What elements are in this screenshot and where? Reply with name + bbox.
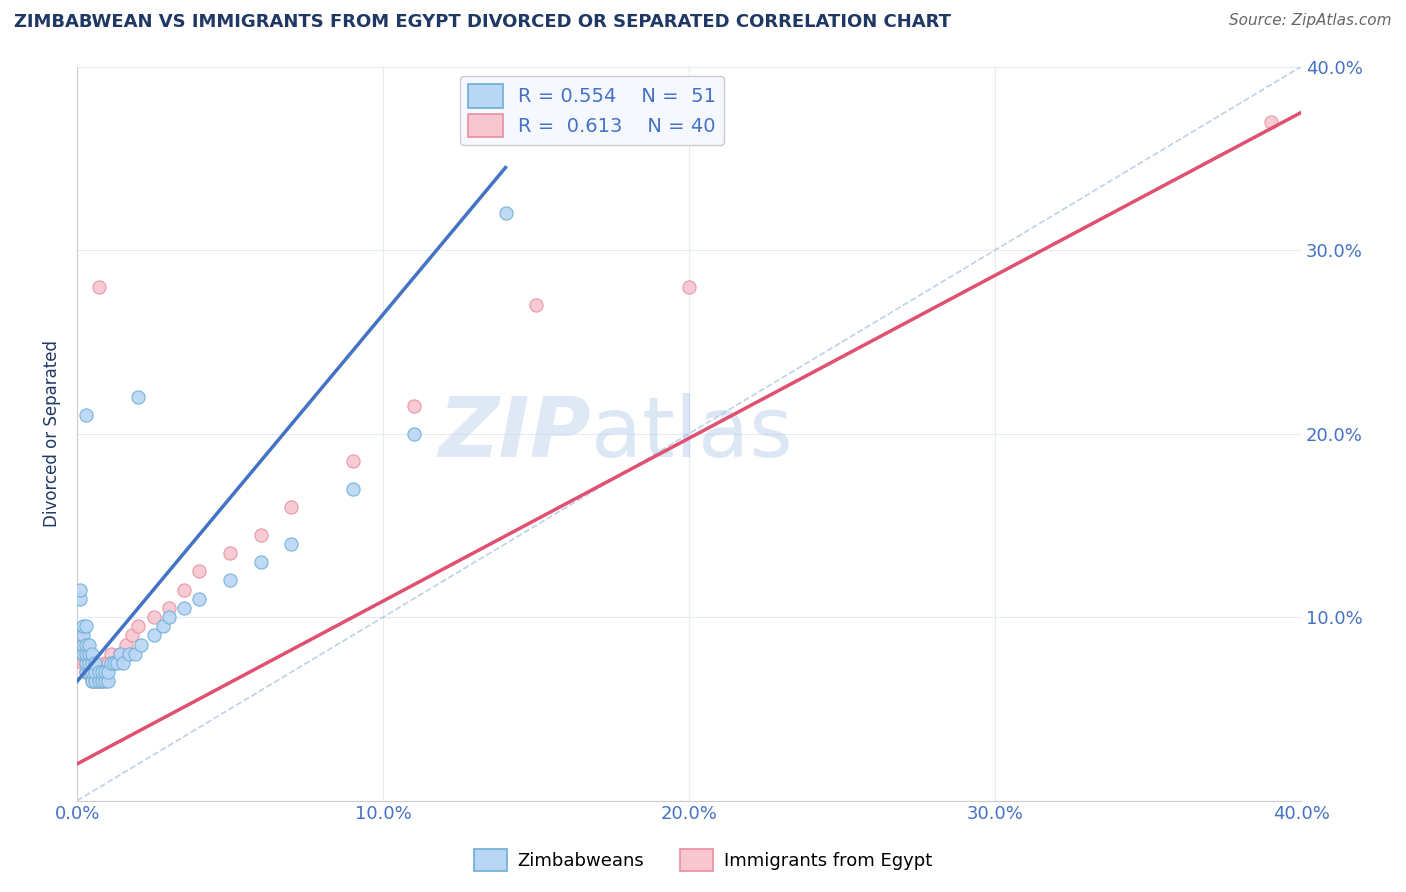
Point — [82, 674, 104, 689]
Text: ZIP: ZIP — [439, 393, 591, 475]
Point — [173, 582, 195, 597]
Point — [219, 574, 242, 588]
Point — [90, 674, 112, 689]
Point — [79, 647, 101, 661]
Point — [127, 619, 149, 633]
Point — [97, 656, 120, 670]
Point — [280, 537, 302, 551]
Point — [84, 656, 107, 670]
Point — [82, 656, 104, 670]
Text: ZIMBABWEAN VS IMMIGRANTS FROM EGYPT DIVORCED OR SEPARATED CORRELATION CHART: ZIMBABWEAN VS IMMIGRANTS FROM EGYPT DIVO… — [14, 13, 950, 31]
Point — [84, 665, 107, 680]
Point — [118, 647, 141, 661]
Text: Source: ZipAtlas.com: Source: ZipAtlas.com — [1229, 13, 1392, 29]
Point — [173, 601, 195, 615]
Point — [115, 638, 138, 652]
Point — [1260, 114, 1282, 128]
Point — [188, 564, 211, 578]
Point — [72, 628, 94, 642]
Point — [157, 601, 180, 615]
Point — [97, 665, 120, 680]
Point — [93, 656, 115, 670]
Point — [82, 674, 104, 689]
Point — [75, 619, 97, 633]
Point — [87, 665, 110, 680]
Point — [69, 582, 91, 597]
Point — [79, 665, 101, 680]
Point — [108, 647, 131, 661]
Point — [72, 647, 94, 661]
Point — [108, 647, 131, 661]
Point — [87, 665, 110, 680]
Point — [342, 482, 364, 496]
Point — [75, 409, 97, 423]
Point — [79, 638, 101, 652]
Point — [84, 674, 107, 689]
Legend: R = 0.554    N =  51, R =  0.613    N = 40: R = 0.554 N = 51, R = 0.613 N = 40 — [460, 77, 724, 145]
Point — [495, 206, 517, 220]
Point — [157, 610, 180, 624]
Point — [75, 665, 97, 680]
Point — [72, 656, 94, 670]
Point — [72, 647, 94, 661]
Point — [100, 656, 122, 670]
Point — [280, 500, 302, 514]
Point — [524, 298, 547, 312]
Point — [90, 674, 112, 689]
Point — [219, 546, 242, 560]
Point — [249, 555, 271, 569]
Point — [75, 647, 97, 661]
Point — [90, 665, 112, 680]
Point — [127, 390, 149, 404]
Point — [72, 638, 94, 652]
Point — [79, 665, 101, 680]
Point — [87, 280, 110, 294]
Point — [75, 638, 97, 652]
Point — [342, 454, 364, 468]
Point — [69, 591, 91, 606]
Point — [84, 665, 107, 680]
Point — [75, 656, 97, 670]
Point — [100, 647, 122, 661]
Point — [93, 665, 115, 680]
Point — [93, 674, 115, 689]
Point — [402, 399, 425, 413]
Point — [69, 638, 91, 652]
Point — [142, 610, 165, 624]
Point — [103, 656, 125, 670]
Point — [124, 647, 146, 661]
Point — [79, 656, 101, 670]
Point — [249, 527, 271, 541]
Point — [188, 591, 211, 606]
Point — [131, 638, 153, 652]
Point — [84, 674, 107, 689]
Point — [82, 665, 104, 680]
Point — [75, 647, 97, 661]
Point — [82, 647, 104, 661]
Point — [105, 656, 128, 670]
Legend: Zimbabweans, Immigrants from Egypt: Zimbabweans, Immigrants from Egypt — [467, 842, 939, 879]
Point — [87, 674, 110, 689]
Point — [111, 656, 134, 670]
Point — [97, 674, 120, 689]
Point — [82, 665, 104, 680]
Text: atlas: atlas — [591, 393, 793, 475]
Point — [79, 656, 101, 670]
Point — [69, 628, 91, 642]
Point — [121, 628, 143, 642]
Point — [72, 619, 94, 633]
Point — [402, 426, 425, 441]
Point — [75, 656, 97, 670]
Point — [152, 619, 174, 633]
Point — [87, 674, 110, 689]
Point — [142, 628, 165, 642]
Point — [90, 665, 112, 680]
Point — [103, 656, 125, 670]
Point — [82, 656, 104, 670]
Y-axis label: Divorced or Separated: Divorced or Separated — [44, 340, 60, 527]
Point — [72, 638, 94, 652]
Point — [678, 280, 700, 294]
Point — [75, 665, 97, 680]
